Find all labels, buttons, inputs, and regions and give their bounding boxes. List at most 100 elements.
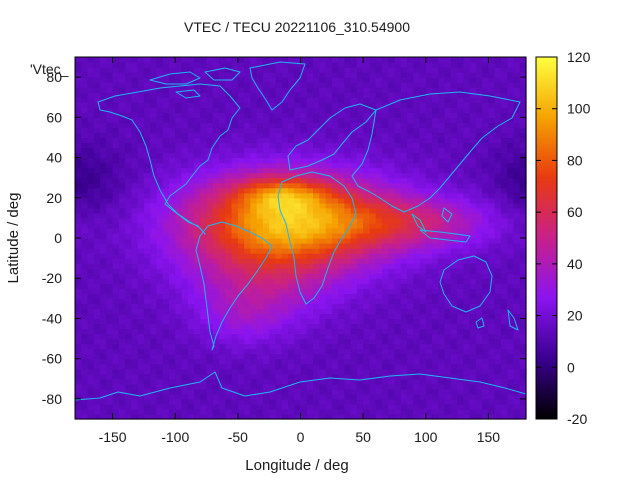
heatmap-cell	[143, 142, 151, 149]
heatmap-cell	[93, 132, 101, 139]
heatmap-cell	[112, 197, 120, 204]
heatmap-cell	[519, 167, 527, 174]
heatmap-cell	[175, 182, 183, 189]
heatmap-cell	[413, 283, 421, 289]
heatmap-cell	[156, 82, 164, 88]
heatmap-cell	[75, 197, 82, 204]
heatmap-cell	[338, 263, 345, 269]
heatmap-cell	[494, 182, 502, 189]
heatmap-cell	[294, 303, 302, 309]
heatmap-cell	[181, 283, 189, 289]
heatmap-cell	[363, 157, 370, 164]
heatmap-cell	[181, 238, 189, 244]
heatmap-cell	[331, 393, 339, 400]
heatmap-cell	[432, 408, 439, 415]
heatmap-cell	[419, 303, 427, 309]
heatmap-cell	[457, 253, 464, 259]
heatmap-cell	[212, 238, 220, 244]
heatmap-cell	[356, 373, 364, 380]
heatmap-cell	[381, 77, 389, 83]
heatmap-cell	[262, 308, 270, 315]
heatmap-cell	[381, 378, 389, 385]
heatmap-cell	[475, 413, 483, 420]
heatmap-cell	[175, 207, 183, 214]
heatmap-cell	[237, 177, 245, 184]
heatmap-cell	[425, 398, 433, 405]
heatmap-cell	[400, 182, 408, 189]
heatmap-cell	[419, 353, 427, 360]
heatmap-cell	[206, 107, 214, 113]
heatmap-cell	[394, 217, 402, 224]
heatmap-cell	[219, 338, 226, 345]
heatmap-cell	[406, 97, 414, 103]
heatmap-cell	[181, 77, 189, 83]
heatmap-cell	[100, 222, 107, 229]
heatmap-cell	[488, 167, 496, 174]
heatmap-cell	[256, 353, 264, 360]
heatmap-cell	[256, 363, 264, 370]
heatmap-cell	[394, 313, 402, 320]
heatmap-cell	[225, 413, 233, 420]
heatmap-cell	[381, 132, 389, 139]
heatmap-cell	[463, 333, 471, 340]
heatmap-cell	[175, 77, 183, 83]
heatmap-cell	[475, 238, 483, 244]
heatmap-cell	[194, 343, 201, 350]
heatmap-cell	[206, 87, 214, 93]
heatmap-cell	[219, 162, 226, 169]
heatmap-cell	[118, 152, 126, 159]
heatmap-cell	[325, 217, 333, 224]
heatmap-cell	[369, 132, 377, 139]
heatmap-cell	[319, 283, 327, 289]
heatmap-cell	[131, 182, 139, 189]
heatmap-cell	[187, 393, 195, 400]
heatmap-cell	[513, 298, 521, 304]
heatmap-cell	[93, 368, 101, 375]
heatmap-cell	[488, 177, 496, 184]
heatmap-cell	[168, 207, 176, 214]
heatmap-cell	[450, 328, 458, 335]
heatmap-cell	[488, 293, 496, 299]
heatmap-cell	[319, 353, 327, 360]
heatmap-cell	[287, 112, 295, 118]
heatmap-cell	[438, 303, 446, 309]
heatmap-cell	[269, 303, 277, 309]
heatmap-cell	[244, 238, 251, 244]
heatmap-cell	[413, 333, 421, 340]
heatmap-cell	[150, 408, 158, 415]
heatmap-cell	[244, 167, 251, 174]
heatmap-cell	[463, 373, 471, 380]
heatmap-cell	[388, 383, 396, 390]
heatmap-cell	[156, 283, 164, 289]
heatmap-cell	[212, 278, 220, 284]
heatmap-cell	[319, 343, 327, 350]
heatmap-cell	[137, 112, 145, 118]
heatmap-cell	[369, 92, 377, 98]
heatmap-cell	[200, 323, 208, 330]
heatmap-cell	[469, 132, 477, 139]
heatmap-cell	[194, 87, 201, 93]
heatmap-cell	[375, 323, 383, 330]
heatmap-cell	[250, 172, 258, 179]
heatmap-cell	[325, 333, 333, 340]
heatmap-cell	[75, 232, 82, 239]
heatmap-cell	[438, 413, 446, 420]
heatmap-cell	[394, 258, 402, 264]
heatmap-cell	[350, 303, 358, 309]
heatmap-cell	[269, 393, 277, 400]
heatmap-cell	[300, 343, 308, 350]
heatmap-cell	[212, 383, 220, 390]
heatmap-cell	[112, 222, 120, 229]
heatmap-cell	[313, 217, 320, 224]
heatmap-cell	[413, 167, 421, 174]
heatmap-cell	[406, 303, 414, 309]
heatmap-cell	[143, 358, 151, 365]
heatmap-cell	[187, 102, 195, 108]
heatmap-cell	[244, 338, 251, 345]
heatmap-cell	[206, 187, 214, 194]
heatmap-cell	[137, 338, 145, 345]
heatmap-cell	[363, 127, 370, 134]
chart-title: VTEC / TECU 20221106_310.54900	[184, 19, 410, 35]
heatmap-cell	[406, 308, 414, 315]
heatmap-cell	[168, 152, 176, 159]
